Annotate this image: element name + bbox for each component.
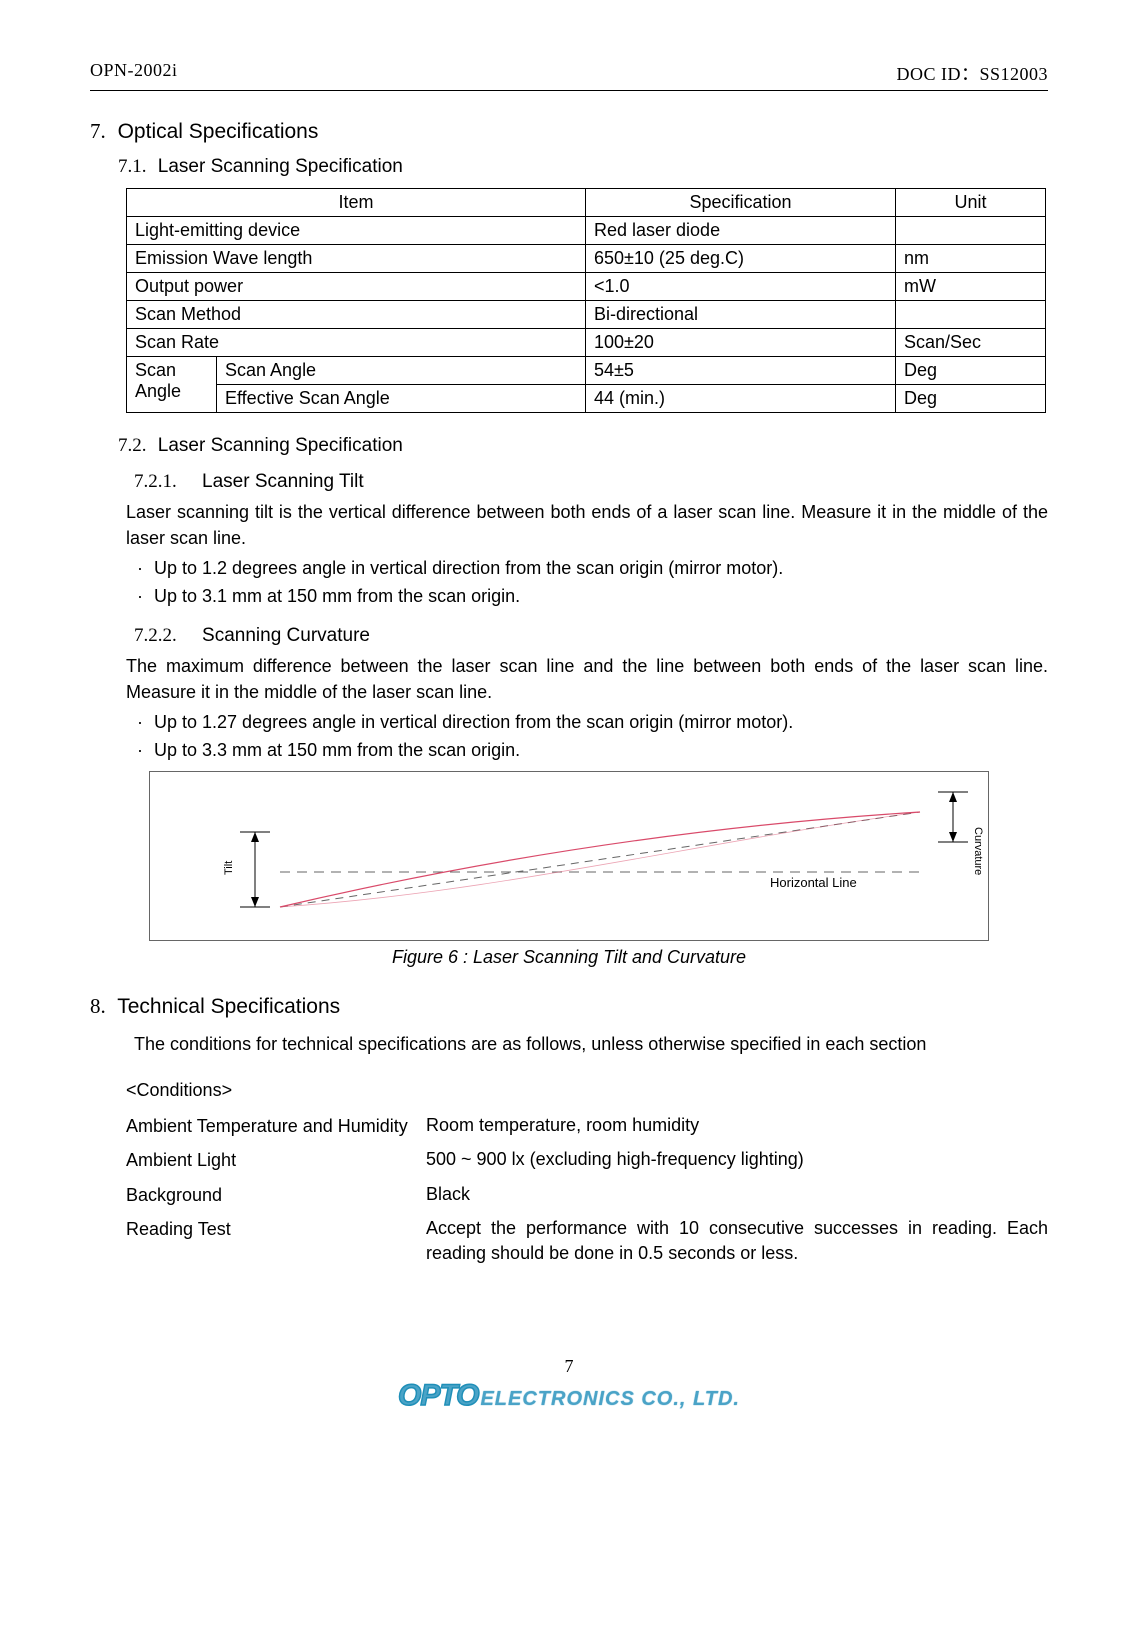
table-row: Output power <1.0 mW	[127, 273, 1046, 301]
footer-logo-big: OPTO	[398, 1379, 478, 1412]
para-7-2-1: Laser scanning tilt is the vertical diff…	[126, 499, 1048, 551]
bullet-item: · Up to 3.1 mm at 150 mm from the scan o…	[126, 583, 1048, 611]
conditions-block: <Conditions> Ambient Temperature and Hum…	[126, 1073, 1048, 1266]
cell-unit: Scan/Sec	[896, 329, 1046, 357]
cell-spec: 54±5	[586, 357, 896, 385]
para-7-2-2: The maximum difference between the laser…	[126, 653, 1048, 705]
cell-spec: 100±20	[586, 329, 896, 357]
table-row: Light-emitting device Red laser diode	[127, 217, 1046, 245]
bullet-dot-icon: ·	[126, 555, 154, 583]
section-7-heading: 7. Optical Specifications	[90, 119, 1048, 144]
th-spec: Specification	[586, 189, 896, 217]
cell-sub: Scan Angle	[217, 357, 586, 385]
table-row: Scan Angle Scan Angle 54±5 Deg	[127, 357, 1046, 385]
bullets-7-2-2: · Up to 1.27 degrees angle in vertical d…	[126, 709, 1048, 765]
figure-6-caption: Figure 6 : Laser Scanning Tilt and Curva…	[90, 947, 1048, 968]
subsubsection-7-2-1-title: Laser Scanning Tilt	[202, 471, 364, 492]
cell-item: Emission Wave length	[127, 245, 586, 273]
table-row: Effective Scan Angle 44 (min.) Deg	[127, 385, 1046, 413]
subsubsection-7-2-2-title: Scanning Curvature	[202, 625, 370, 646]
th-unit: Unit	[896, 189, 1046, 217]
page-number: 7	[90, 1356, 1048, 1377]
figure-6-box: Tilt Curvature Horizontal Line	[149, 771, 989, 941]
header-right: DOC ID：SS12003	[896, 60, 1048, 86]
cell-unit: nm	[896, 245, 1046, 273]
figure-label-horizontal: Horizontal Line	[770, 875, 857, 890]
condition-label: Background	[126, 1178, 426, 1212]
condition-value: Room temperature, room humidity	[426, 1109, 1048, 1143]
table-header-row: Item Specification Unit	[127, 189, 1046, 217]
cell-item: Light-emitting device	[127, 217, 586, 245]
th-item: Item	[127, 189, 586, 217]
section-7-num: 7.	[90, 119, 106, 143]
condition-value: Accept the performance with 10 consecuti…	[426, 1212, 1048, 1266]
subsection-7-1-num: 7.1.	[118, 156, 147, 177]
bullet-item: · Up to 1.27 degrees angle in vertical d…	[126, 709, 1048, 737]
bullet-text: Up to 1.2 degrees angle in vertical dire…	[154, 555, 783, 583]
figure-label-curvature: Curvature	[972, 827, 984, 875]
condition-label: Reading Test	[126, 1212, 426, 1266]
bullet-item: · Up to 1.2 degrees angle in vertical di…	[126, 555, 1048, 583]
laser-spec-table: Item Specification Unit Light-emitting d…	[126, 188, 1046, 413]
cell-spec: <1.0	[586, 273, 896, 301]
subsection-7-1-heading: 7.1. Laser Scanning Specification	[118, 156, 1048, 178]
subsubsection-7-2-1-num: 7.2.1.	[134, 471, 177, 492]
section-8-heading: 8. Technical Specifications	[90, 994, 1048, 1019]
table-row: Scan Rate 100±20 Scan/Sec	[127, 329, 1046, 357]
bullet-item: · Up to 3.3 mm at 150 mm from the scan o…	[126, 737, 1048, 765]
page-header: OPN-2002i DOC ID：SS12003	[90, 60, 1048, 91]
bullet-text: Up to 1.27 degrees angle in vertical dir…	[154, 709, 793, 737]
bullet-text: Up to 3.3 mm at 150 mm from the scan ori…	[154, 737, 520, 765]
condition-row: Reading Test Accept the performance with…	[126, 1212, 1048, 1266]
cell-unit: Deg	[896, 357, 1046, 385]
subsection-7-2-heading: 7.2. Laser Scanning Specification	[118, 435, 1048, 457]
cell-unit: Deg	[896, 385, 1046, 413]
section-8-intro: The conditions for technical specificati…	[134, 1031, 1048, 1057]
condition-value: 500 ~ 900 lx (excluding high-frequency l…	[426, 1143, 1048, 1177]
table-row: Emission Wave length 650±10 (25 deg.C) n…	[127, 245, 1046, 273]
condition-row: Ambient Temperature and Humidity Room te…	[126, 1109, 1048, 1143]
cell-unit: mW	[896, 273, 1046, 301]
header-left: OPN-2002i	[90, 60, 178, 86]
condition-row: Ambient Light 500 ~ 900 lx (excluding hi…	[126, 1143, 1048, 1177]
cell-scan-angle-group: Scan Angle	[127, 357, 217, 413]
cell-spec: 650±10 (25 deg.C)	[586, 245, 896, 273]
section-7-title: Optical Specifications	[118, 120, 319, 143]
subsection-7-2-num: 7.2.	[118, 435, 147, 456]
subsection-7-2-title: Laser Scanning Specification	[158, 435, 403, 456]
subsubsection-7-2-1-heading: 7.2.1. Laser Scanning Tilt	[134, 471, 1048, 493]
cell-item: Scan Method	[127, 301, 586, 329]
figure-label-tilt: Tilt	[223, 861, 235, 875]
bullets-7-2-1: · Up to 1.2 degrees angle in vertical di…	[126, 555, 1048, 611]
figure-6-svg: Tilt Curvature Horizontal Line	[150, 772, 990, 942]
condition-row: Background Black	[126, 1178, 1048, 1212]
subsection-7-1-title: Laser Scanning Specification	[158, 156, 403, 177]
cell-unit	[896, 301, 1046, 329]
cell-item: Scan Rate	[127, 329, 586, 357]
cell-unit	[896, 217, 1046, 245]
table-row: Scan Method Bi-directional	[127, 301, 1046, 329]
section-8-title: Technical Specifications	[117, 995, 340, 1018]
section-8-num: 8.	[90, 994, 106, 1018]
subsubsection-7-2-2-heading: 7.2.2. Scanning Curvature	[134, 625, 1048, 647]
subsubsection-7-2-2-num: 7.2.2.	[134, 625, 177, 646]
bullet-dot-icon: ·	[126, 583, 154, 611]
cell-item: Output power	[127, 273, 586, 301]
condition-label: Ambient Temperature and Humidity	[126, 1109, 426, 1143]
cell-spec: Bi-directional	[586, 301, 896, 329]
cell-sub: Effective Scan Angle	[217, 385, 586, 413]
cell-spec: Red laser diode	[586, 217, 896, 245]
footer-logo: OPTOELECTRONICS CO., LTD.	[90, 1379, 1048, 1413]
footer-logo-rest: ELECTRONICS CO., LTD.	[480, 1388, 740, 1410]
cell-spec: 44 (min.)	[586, 385, 896, 413]
condition-label: Ambient Light	[126, 1143, 426, 1177]
conditions-header: <Conditions>	[126, 1073, 1048, 1107]
bullet-dot-icon: ·	[126, 737, 154, 765]
bullet-dot-icon: ·	[126, 709, 154, 737]
condition-value: Black	[426, 1178, 1048, 1212]
page-footer: 7 OPTOELECTRONICS CO., LTD.	[90, 1356, 1048, 1413]
bullet-text: Up to 3.1 mm at 150 mm from the scan ori…	[154, 583, 520, 611]
